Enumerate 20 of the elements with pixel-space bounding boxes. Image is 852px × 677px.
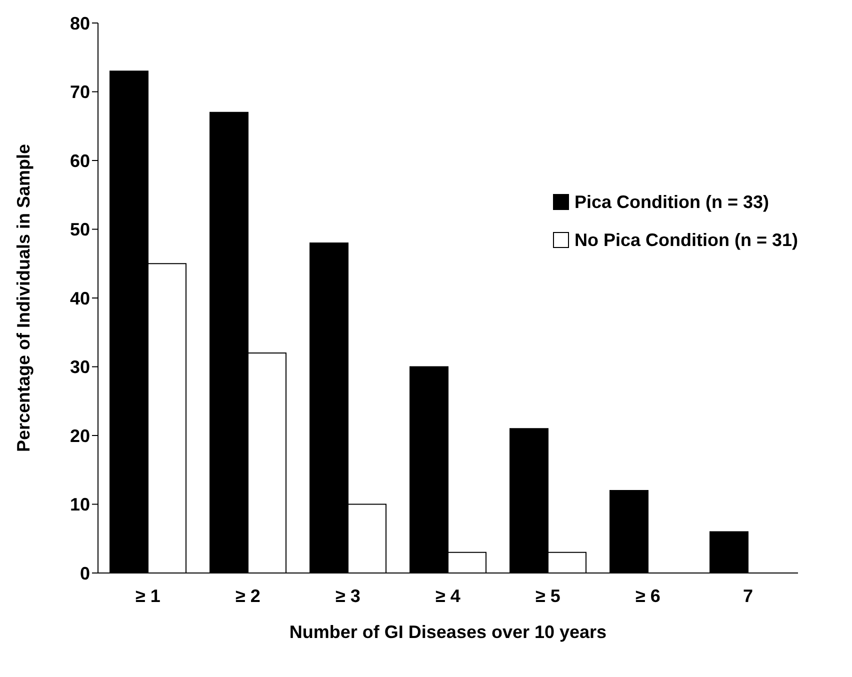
y-tick-label: 70 [70,82,90,102]
x-tick-label: ≥ 2 [236,586,260,606]
y-tick-label: 80 [70,13,90,34]
x-tick-label: ≥ 1 [136,586,160,606]
x-tick-label: 7 [742,586,754,606]
x-tick-label: ≥ 4 [436,586,460,606]
y-tick-label: 40 [70,288,90,308]
legend-label: No Pica Condition (n = 31) [574,230,798,250]
x-tick-label: ≥ 5 [536,586,560,606]
legend-label: Pica Condition (n = 33) [574,192,770,212]
y-tick-label: 0 [80,563,90,584]
x-tick-label: ≥ 3 [336,586,360,606]
y-tick-label: 30 [70,357,90,378]
x-axis-title: Number of GI Diseases over 10 years [289,622,607,642]
y-tick-label: 60 [70,150,90,171]
y-axis-title: Percentage of Individuals in Sample [13,144,34,452]
y-tick-label: 50 [70,220,90,240]
x-tick-label: ≥ 6 [636,586,660,606]
y-tick-label: 10 [70,494,90,515]
y-tick-label: 20 [70,426,90,446]
